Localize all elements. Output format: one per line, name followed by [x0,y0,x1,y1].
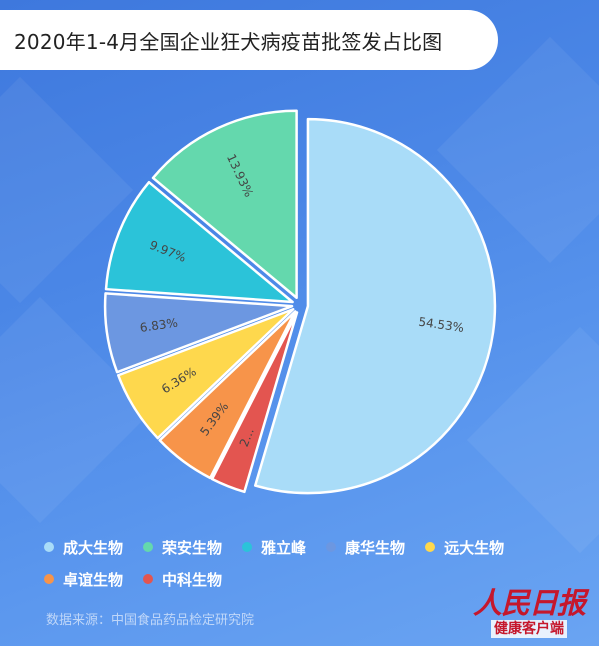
pie-slice [158,310,297,480]
legend-label: 康华生物 [345,538,406,557]
slice-label: 54.53% [418,315,465,335]
legend-swatch [44,542,54,552]
legend-swatch [425,542,436,552]
legend-swatch [143,574,154,584]
legend-item: 卓谊生物 [44,568,123,590]
logo-sub-text: 健康客户端 [491,620,567,638]
data-source-note: 数据来源：中国食品药品检定研究院 [46,613,255,628]
legend-swatch [326,542,337,552]
legend-item: 康华生物 [326,536,405,558]
logo-main-text: 人民日报 [472,586,586,620]
pie-slice [151,109,298,300]
legend-swatch [143,542,154,552]
pie-slice [117,308,295,440]
chart-legend: 成大生物 荣安生物 雅立峰 康华生物 远大生物卓谊生物 中科生物 [44,536,584,590]
legend-label: 成大生物 [63,538,124,557]
slice-label: 2... [237,426,257,449]
title-bar: 2020年1-4月全国企业狂犬病疫苗批签发占比图 [0,10,498,70]
legend-item: 远大生物 [425,536,504,558]
pie-slice [210,311,299,494]
legend-label: 荣安生物 [162,538,223,557]
legend-swatch [242,542,253,552]
slice-label: 6.83% [139,316,179,335]
pie-slice [253,117,497,495]
pie-slice [104,180,294,304]
legend-item: 雅立峰 [242,536,306,558]
pie-slice [103,292,294,374]
legend-item: 成大生物 [44,536,123,558]
legend-label: 卓谊生物 [63,570,124,589]
legend-label: 雅立峰 [261,538,307,557]
chart-title: 2020年1-4月全国企业狂犬病疫苗批签发占比图 [14,29,443,54]
publisher-logo: 人民日报 健康客户端 [470,588,588,638]
legend-swatch [44,574,54,584]
legend-item: 中科生物 [143,568,222,590]
legend-item: 荣安生物 [143,536,222,558]
legend-label: 中科生物 [162,570,223,589]
legend-label: 远大生物 [444,538,505,557]
